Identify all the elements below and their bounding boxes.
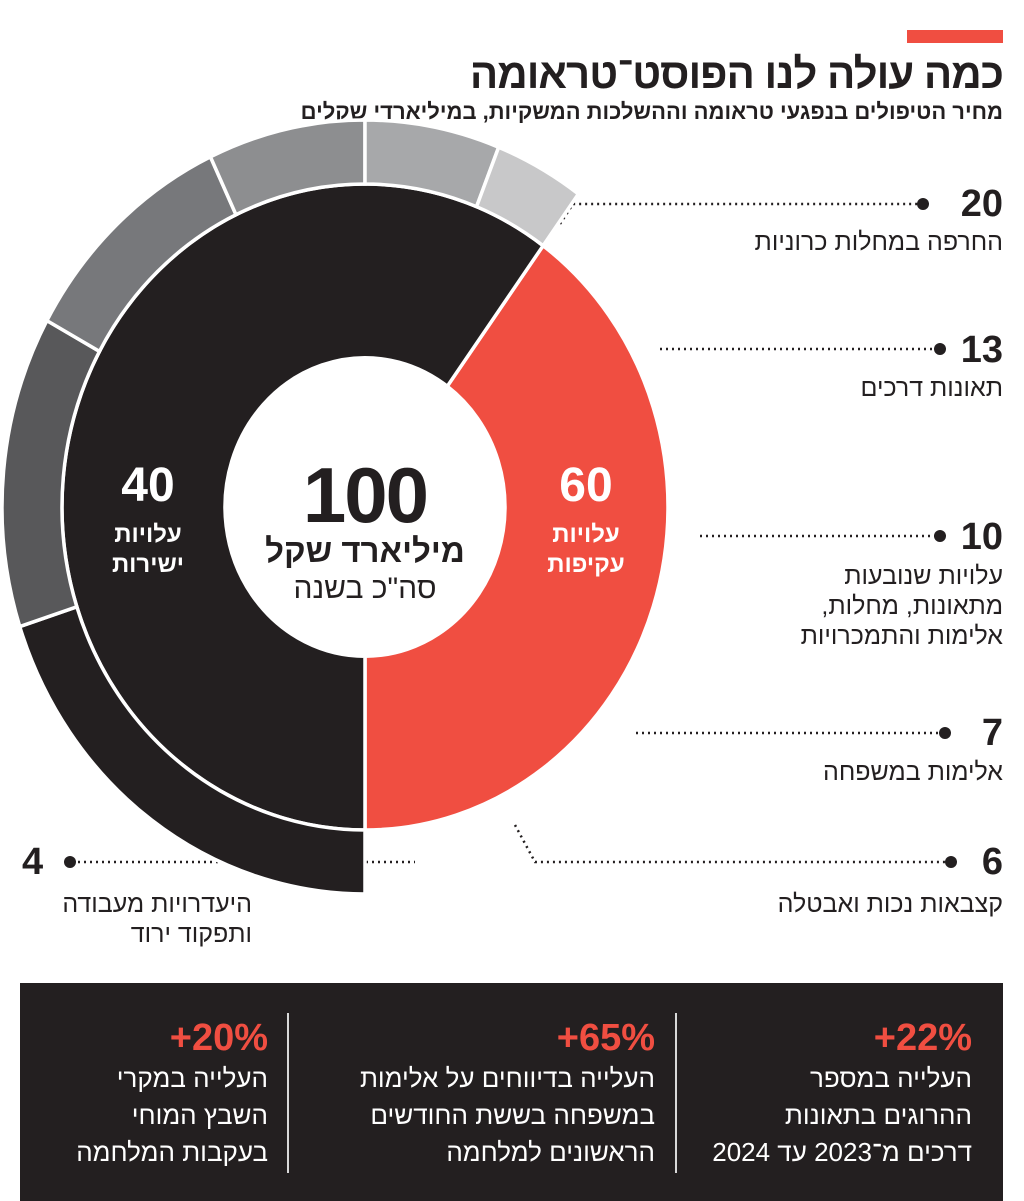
- direct-costs-label: עלויות ישירות: [88, 520, 208, 580]
- stat-text-line: העלייה במספר: [809, 1063, 972, 1093]
- direct-costs-line1: עלויות: [114, 521, 182, 548]
- stat-value: +20%: [169, 1017, 268, 1059]
- leader-line-6: [513, 824, 948, 864]
- direct-costs-value: 40: [121, 459, 175, 512]
- stat-text-line: העלייה במקרי: [116, 1063, 268, 1093]
- stat-item: +65% העלייה בדיווחים על אלימות במשפחה בש…: [360, 1017, 655, 1171]
- stat-item: +20% העלייה במקרי השבץ המוחי בעקבות המלח…: [76, 1017, 268, 1171]
- stat-divider: [287, 1013, 289, 1173]
- value-label-7: 7: [981, 712, 1003, 754]
- indirect-costs-line1: עלויות: [552, 521, 620, 548]
- inner-segment-direct: [365, 246, 668, 830]
- stat-text-line: השבץ המוחי: [131, 1100, 268, 1130]
- leader-dot-4: [64, 856, 76, 868]
- segment-label-10-line: מתאונות, מחלות,: [821, 592, 1003, 620]
- stat-divider: [675, 1013, 677, 1173]
- stat-text-line: במשפחה בששת החודשים: [370, 1100, 655, 1130]
- segment-label-4-line: ותפקוד ירוד: [130, 920, 252, 948]
- segment-label-4-line: היעדרויות מעבודה: [62, 890, 252, 918]
- segment-label-4: היעדרויות מעבודה ותפקוד ירוד: [22, 889, 252, 949]
- center-note: סה"כ בשנה: [293, 572, 437, 605]
- stat-text-line: הראשונים למלחמה: [446, 1137, 655, 1167]
- value-label-10: 10: [960, 516, 1003, 558]
- page-subtitle: מחיר הטיפולים בנפגעי טראומה וההשלכות המש…: [300, 99, 1003, 124]
- indirect-costs-label: עלויות עקיפות: [526, 520, 646, 580]
- donut-chart: [0, 0, 957, 980]
- leader-dot-7: [939, 727, 951, 739]
- stat-text-line: ההרוגים בתאונות: [784, 1100, 972, 1130]
- leader-line-20: [558, 202, 920, 225]
- stat-value: +65%: [556, 1017, 655, 1059]
- center-total: 100: [302, 451, 429, 539]
- segment-label-10: עלויות שנובעות מתאונות, מחלות, אלימות וה…: [801, 561, 1003, 651]
- center-unit: מיליארד שקל: [265, 532, 465, 569]
- direct-costs-line2: ישירות: [111, 551, 185, 578]
- value-label-4: 4: [22, 841, 44, 883]
- stat-text-line: בעקבות המלחמה: [76, 1137, 268, 1167]
- value-label-20: 20: [960, 183, 1003, 225]
- accent-bar: [907, 30, 1003, 43]
- leader-dot-6: [945, 856, 957, 868]
- segment-label-10-line: אלימות והתמכרויות: [800, 622, 1003, 650]
- leader-dot-10: [934, 530, 946, 542]
- outer-segment-4: [477, 147, 579, 245]
- indirect-costs-value: 60: [559, 459, 613, 512]
- segment-label-20: החרפה במחלות כרוניות: [754, 228, 1003, 256]
- leader-dot-13: [934, 343, 946, 355]
- stat-text-line: העלייה בדיווחים על אלימות: [359, 1063, 655, 1093]
- value-label-6: 6: [981, 841, 1003, 883]
- value-label-13: 13: [960, 329, 1003, 371]
- segment-label-13: תאונות דרכים: [860, 374, 1003, 402]
- stat-item: +22% העלייה במספר ההרוגים בתאונות דרכים …: [712, 1017, 972, 1171]
- segment-label-7: אלימות במשפחה: [822, 758, 1003, 786]
- stats-panel: +22% העלייה במספר ההרוגים בתאונות דרכים …: [20, 983, 1003, 1201]
- indirect-costs-line2: עקיפות: [547, 551, 625, 578]
- page-title: כמה עולה לנו הפוסט־טראומה: [469, 50, 1004, 97]
- segment-label-10-line: עלויות שנובעות: [844, 562, 1003, 590]
- stat-value: +22%: [873, 1017, 972, 1059]
- leader-dot-20: [917, 198, 929, 210]
- stat-text-line: דרכים מ־2023 עד 2024: [712, 1137, 972, 1167]
- segment-label-6: קצבאות נכות ואבטלה: [777, 890, 1003, 918]
